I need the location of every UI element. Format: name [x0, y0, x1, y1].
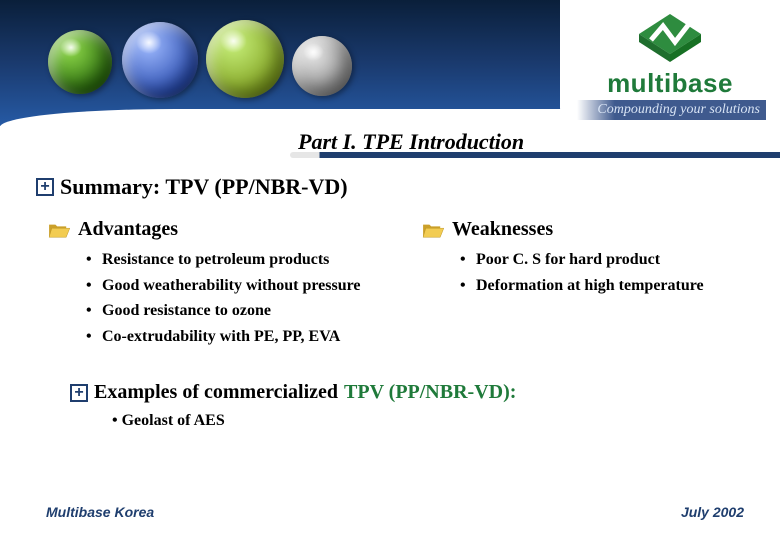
- logo-name: multibase: [607, 68, 733, 99]
- sphere-grey: [292, 36, 352, 96]
- folder-open-icon: [422, 221, 444, 239]
- advantages-list: Resistance to petroleum products Good we…: [86, 249, 370, 347]
- footer-date: July 2002: [681, 504, 744, 520]
- advantages-column: Advantages Resistance to petroleum produ…: [36, 214, 370, 351]
- slide: multibase Compounding your solutions Par…: [0, 0, 780, 540]
- logo-mark-icon: [635, 12, 705, 64]
- examples-list: Geolast of AES: [112, 412, 744, 430]
- sphere-blue: [122, 22, 198, 98]
- advantages-heading: Advantages: [48, 218, 370, 241]
- sphere-olive: [206, 20, 284, 98]
- list-item: Good resistance to ozone: [86, 300, 370, 322]
- examples-block: + Examples of commercialized TPV (PP/NBR…: [70, 381, 744, 430]
- advantages-label: Advantages: [78, 218, 178, 241]
- section-title: Part I. TPE Introduction: [290, 129, 524, 155]
- examples-heading-highlight: TPV (PP/NBR-VD):: [344, 381, 516, 404]
- plus-box-icon: +: [70, 384, 88, 402]
- weaknesses-label: Weaknesses: [452, 218, 553, 241]
- weaknesses-list: Poor C. S for hard product Deformation a…: [460, 249, 744, 296]
- sphere-green: [48, 30, 112, 94]
- slide-body: + Summary: TPV (PP/NBR-VD) Advantages Re…: [36, 174, 744, 430]
- summary-heading: + Summary: TPV (PP/NBR-VD): [36, 174, 744, 200]
- section-title-bar: Part I. TPE Introduction: [290, 126, 780, 158]
- list-item: Geolast of AES: [112, 412, 744, 430]
- summary-heading-text: Summary: TPV (PP/NBR-VD): [60, 174, 348, 200]
- list-item: Deformation at high temperature: [460, 275, 744, 297]
- list-item: Resistance to petroleum products: [86, 249, 370, 271]
- plus-box-icon: +: [36, 178, 54, 196]
- examples-heading-lead: Examples of commercialized: [94, 381, 338, 404]
- logo-tagline: Compounding your solutions: [577, 100, 766, 120]
- weaknesses-heading: Weaknesses: [422, 218, 744, 241]
- folder-open-icon: [48, 221, 70, 239]
- list-item: Poor C. S for hard product: [460, 249, 744, 271]
- examples-heading: + Examples of commercialized TPV (PP/NBR…: [70, 381, 744, 404]
- list-item: Good weatherability without pressure: [86, 275, 370, 297]
- two-column-layout: Advantages Resistance to petroleum produ…: [36, 214, 744, 351]
- logo-block: multibase Compounding your solutions: [560, 0, 780, 126]
- footer-company: Multibase Korea: [46, 504, 154, 520]
- weaknesses-column: Weaknesses Poor C. S for hard product De…: [410, 214, 744, 351]
- header-band: multibase Compounding your solutions: [0, 0, 780, 126]
- list-item: Co-extrudability with PE, PP, EVA: [86, 326, 370, 348]
